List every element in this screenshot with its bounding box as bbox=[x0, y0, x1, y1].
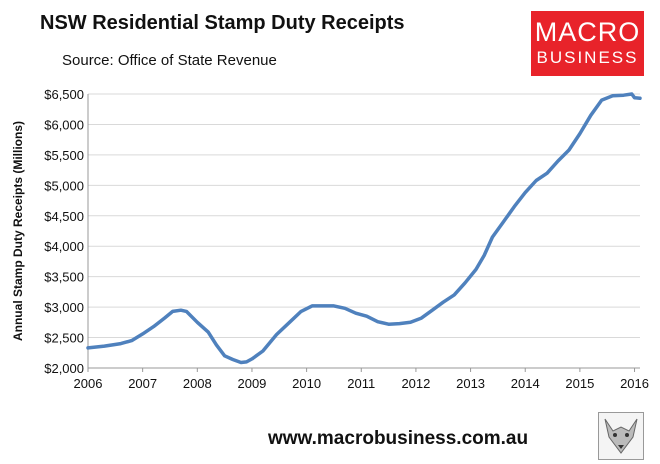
chart-source: Source: Office of State Revenue bbox=[62, 52, 277, 69]
x-tick-label: 2013 bbox=[456, 376, 485, 391]
stamp-duty-series-line bbox=[86, 92, 642, 365]
y-tick-label: $4,000 bbox=[44, 239, 84, 254]
x-tick-label: 2008 bbox=[183, 376, 212, 391]
logo-line-2: BUSINESS bbox=[536, 48, 639, 67]
x-tick-label: 2012 bbox=[401, 376, 430, 391]
y-tick-label: $3,000 bbox=[44, 300, 84, 315]
y-axis-label: Annual Stamp Duty Receipts (Millions) bbox=[11, 121, 25, 341]
y-tick-label: $6,000 bbox=[44, 117, 84, 132]
logo-line-1: MACRO bbox=[534, 17, 641, 47]
x-tick-label: 2011 bbox=[347, 376, 375, 391]
y-tick-label: $6,500 bbox=[44, 87, 84, 102]
website-url: www.macrobusiness.com.au bbox=[268, 428, 529, 449]
y-tick-label: $4,500 bbox=[44, 209, 84, 224]
y-tick-label: $3,500 bbox=[44, 270, 84, 285]
x-tick-label: 2016 bbox=[620, 376, 649, 391]
chart-title: NSW Residential Stamp Duty Receipts bbox=[40, 12, 405, 34]
x-tick-label: 2007 bbox=[128, 376, 157, 391]
x-tick-label: 2014 bbox=[511, 376, 540, 391]
y-tick-label: $2,500 bbox=[44, 331, 84, 346]
x-tick-label: 2006 bbox=[74, 376, 103, 391]
fox-logo-icon bbox=[598, 412, 644, 460]
x-tick-label: 2009 bbox=[237, 376, 266, 391]
y-tick-label: $5,500 bbox=[44, 148, 84, 163]
x-tick-label: 2010 bbox=[292, 376, 321, 391]
y-tick-label: $5,000 bbox=[44, 178, 84, 193]
x-tick-label: 2015 bbox=[565, 376, 594, 391]
macrobusiness-logo: MACRO BUSINESS bbox=[531, 11, 644, 76]
y-tick-label: $2,000 bbox=[44, 361, 84, 376]
